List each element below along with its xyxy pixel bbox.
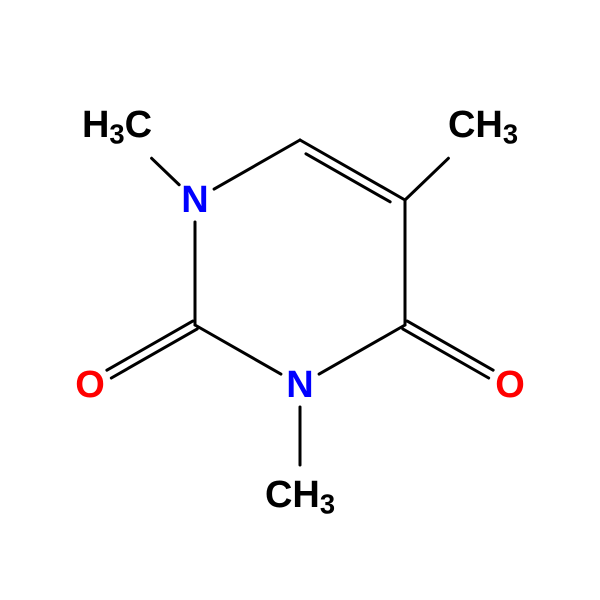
bond-line	[152, 158, 180, 184]
atom-label: H3C	[82, 104, 152, 149]
atom-label: N	[286, 364, 313, 406]
atom-label: O	[75, 364, 105, 406]
bond-line	[111, 329, 197, 378]
bond-line	[319, 325, 405, 374]
atom-label: CH3	[448, 104, 518, 149]
bond-line	[403, 329, 489, 378]
bonds-layer	[107, 140, 493, 465]
bond-line	[306, 154, 390, 202]
molecule-diagram: N N O O H3C CH3 CH3	[0, 0, 600, 600]
bond-line	[195, 325, 281, 374]
bond-line	[407, 321, 493, 370]
atom-label: CH3	[265, 474, 335, 519]
bond-line	[300, 140, 405, 200]
bond-line	[214, 140, 300, 189]
bond-line	[107, 321, 193, 370]
atom-label: O	[495, 364, 525, 406]
atom-label: N	[181, 179, 208, 221]
bond-line	[405, 158, 448, 200]
